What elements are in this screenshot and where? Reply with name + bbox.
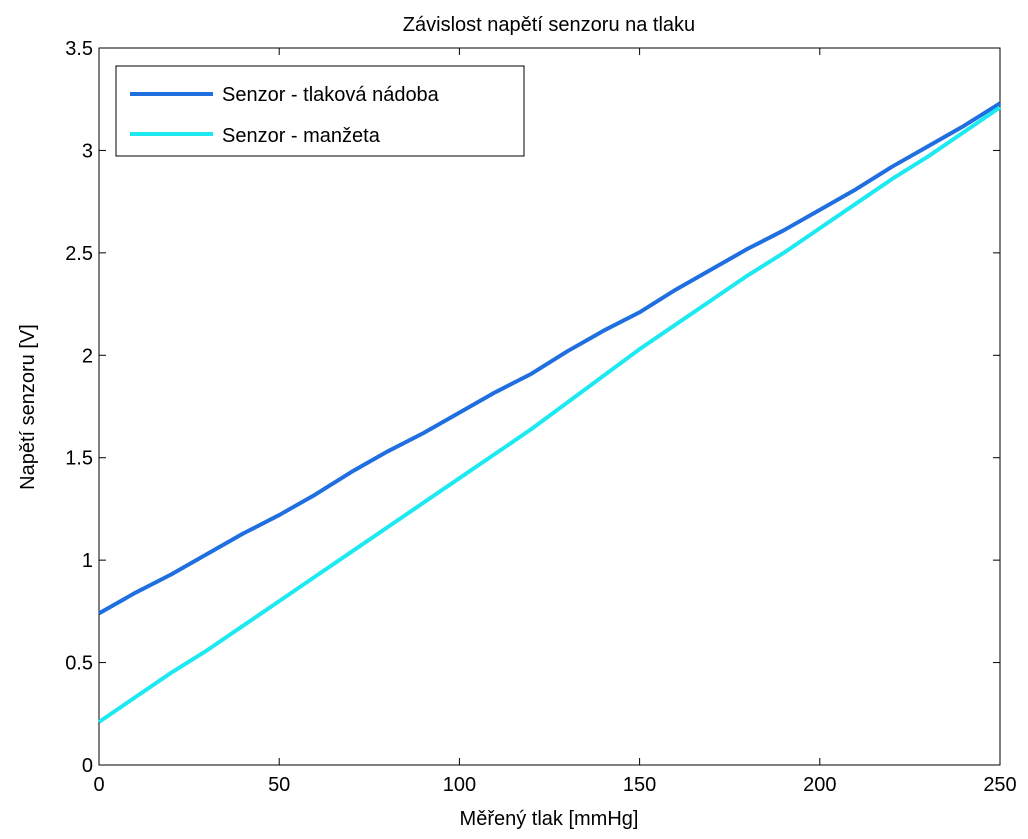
y-tick-label: 2 <box>82 345 93 367</box>
plot-area <box>98 47 1001 766</box>
series-line-1 <box>98 101 1002 616</box>
series-line-2 <box>97 105 1002 724</box>
y-tick-label: 3 <box>82 140 93 162</box>
y-tick-label: 1 <box>82 550 93 572</box>
legend: Senzor - tlaková nádoba Senzor - manžeta <box>115 65 525 157</box>
tick-labels: 0 50 100 150 200 250 0 0.5 1 1.5 2 2.5 3 3.5 <box>65 38 1017 796</box>
y-tick-label: 2.5 <box>65 243 93 265</box>
x-tick-label: 100 <box>443 774 476 796</box>
y-tick-label: 0 <box>82 755 93 777</box>
x-tick-label: 250 <box>983 774 1016 796</box>
chart-title: Závislost napětí senzoru na tlaku <box>403 14 695 36</box>
legend-label-1: Senzor - tlaková nádoba <box>222 84 440 106</box>
x-tick-label: 150 <box>623 774 656 796</box>
series-lines <box>97 101 1002 724</box>
x-tick-label: 50 <box>268 774 290 796</box>
x-tick-label: 0 <box>93 774 104 796</box>
legend-box <box>115 65 525 157</box>
x-axis-label: Měřený tlak [mmHg] <box>460 808 639 830</box>
y-axis-label: Napětí senzoru [V] <box>17 324 39 490</box>
y-tick-label: 0.5 <box>65 653 93 675</box>
legend-label-2: Senzor - manžeta <box>222 125 381 147</box>
y-tick-label: 1.5 <box>65 448 93 470</box>
ticks <box>98 47 1001 766</box>
x-tick-label: 200 <box>803 774 836 796</box>
y-tick-label: 3.5 <box>65 38 93 60</box>
